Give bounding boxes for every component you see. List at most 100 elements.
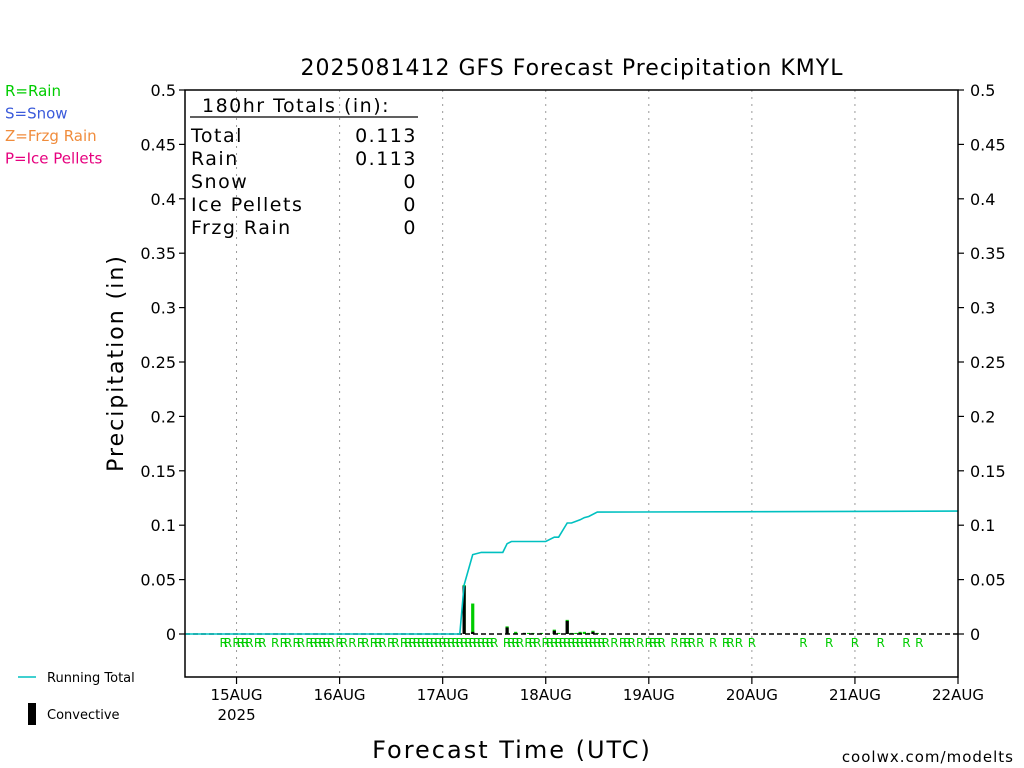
precip-type-marker: R <box>378 636 386 650</box>
precip-type-marker: R <box>516 636 524 650</box>
y-tick-label-right: 0.45 <box>970 135 1006 154</box>
precip-type-marker: R <box>318 636 326 650</box>
precip-bar <box>565 620 569 634</box>
grid-lines <box>236 90 856 677</box>
x-tick-label: 20AUG <box>726 686 778 704</box>
precip-type-marker: R <box>799 636 807 650</box>
precip-type-marker: R <box>370 636 378 650</box>
precip-bar <box>471 631 475 634</box>
precip-type-marker: R <box>361 636 369 650</box>
precip-type-marker: R <box>481 636 489 650</box>
precip-type-marker: R <box>576 636 584 650</box>
precip-type-marker: R <box>709 636 717 650</box>
precip-type-marker: R <box>572 636 580 650</box>
precip-type-marker: R <box>314 636 322 650</box>
precip-type-marker: R <box>619 636 627 650</box>
y-tick-label-left: 0.3 <box>151 299 176 318</box>
precip-type-marker: R <box>542 636 550 650</box>
precip-type-marker: R <box>623 636 631 650</box>
precip-type-marker: R <box>421 636 429 650</box>
precip-bar <box>582 631 586 634</box>
y-tick-label-left: 0 <box>166 625 176 644</box>
precip-type-marker: R <box>297 636 305 650</box>
totals-box: 180hr Totals (in): Total 0.113 Rain 0.113 Sn… <box>190 95 418 239</box>
y-tick-label-left: 0.05 <box>140 571 176 590</box>
precip-type-marker: R <box>460 636 468 650</box>
precip-type-marker: R <box>696 636 704 650</box>
precip-type-marker: R <box>636 636 644 650</box>
y-tick-label-right: 0.25 <box>970 353 1006 372</box>
precip-type-marker: R <box>559 636 567 650</box>
precip-type-marker: R <box>469 636 477 650</box>
precip-type-marker: R <box>653 636 661 650</box>
precip-type-marker: R <box>241 636 249 650</box>
precip-type-marker: R <box>271 636 279 650</box>
precip-type-marker: R <box>417 636 425 650</box>
y-tick-label-right: 0.35 <box>970 244 1006 263</box>
precip-type-marker: R <box>280 636 288 650</box>
precip-type-marker: R <box>340 636 348 650</box>
precip-type-marker: R <box>348 636 356 650</box>
precip-type-marker: R <box>593 636 601 650</box>
totals-heading: 180hr Totals (in): <box>202 95 390 117</box>
precip-type-marker: R <box>447 636 455 650</box>
y-tick-label-left: 0.15 <box>140 462 176 481</box>
x-tick-label: 22AUG <box>932 686 984 704</box>
totals-label: Frzg Rain <box>191 217 292 239</box>
x-tick-sublabel: 2025 <box>217 706 255 724</box>
precip-type-marker: R <box>245 636 253 650</box>
y-tick-label-left: 0.25 <box>140 353 176 372</box>
precip-type-marker: R <box>451 636 459 650</box>
precip-type-marker: R <box>546 636 554 650</box>
precip-type-marker: R <box>327 636 335 650</box>
x-axis: 15AUG 2025 16AUG 17AUG 18AUG 19AUG 20AUG 21AUG 2… <box>211 677 984 724</box>
precip-type-marker: R <box>443 636 451 650</box>
y-tick-label-right: 0.15 <box>970 462 1006 481</box>
precip-type-marker: R <box>232 636 240 650</box>
totals-value: 0.113 <box>355 125 417 147</box>
precip-type-marker: R <box>722 636 730 650</box>
y-tick-label-left: 0.1 <box>151 516 176 535</box>
totals-label: Ice Pellets <box>191 194 303 216</box>
totals-value: 0.113 <box>355 148 417 170</box>
type-legend-entry: Z=Frzg Rain <box>5 127 97 145</box>
chart-title: 2025081412 GFS Forecast Precipitation KM… <box>301 56 844 81</box>
precip-bar <box>505 627 509 634</box>
precip-type-marker: R <box>219 636 227 650</box>
y-tick-label-right: 0.2 <box>970 407 995 426</box>
precip-type-marker: R <box>679 636 687 650</box>
precip-type-marker: R <box>464 636 472 650</box>
precip-bar <box>514 631 518 634</box>
x-tick-label: 17AUG <box>417 686 469 704</box>
precip-type-marker: R <box>490 636 498 650</box>
precip-type-marker: R <box>670 636 678 650</box>
precip-type-marker: R <box>748 636 756 650</box>
type-legend-entry: S=Snow <box>5 105 68 123</box>
precip-type-marker: R <box>688 636 696 650</box>
totals-rows: Total 0.113 Rain 0.113 Snow 0 Ice Pellets 0 Frzg… <box>190 125 417 239</box>
x-tick-label: 18AUG <box>520 686 572 704</box>
y-tick-label-right: 0.4 <box>970 190 995 209</box>
precip-bar <box>462 586 466 634</box>
precip-type-marker: R <box>580 636 588 650</box>
precip-type-marker: R <box>292 636 300 650</box>
precip-type-marker: R <box>258 636 266 650</box>
precip-type-marker: R <box>902 636 910 650</box>
precip-type-marker: R <box>658 636 666 650</box>
precip-type-marker: R <box>597 636 605 650</box>
x-tick-label: 21AUG <box>829 686 881 704</box>
y-axis-left: 0 0.05 0.1 0.15 0.2 0.25 0.3 0.35 0.4 0.45 0.5 <box>140 81 185 644</box>
y-tick-label-left: 0.4 <box>151 190 176 209</box>
precip-type-marker: R <box>477 636 485 650</box>
y-tick-label-right: 0.1 <box>970 516 995 535</box>
precip-type-marker: R <box>335 636 343 650</box>
y-tick-label-left: 0.35 <box>140 244 176 263</box>
totals-value: 0 <box>403 171 417 193</box>
totals-value: 0 <box>403 194 417 216</box>
precip-type-marker: R <box>254 636 262 650</box>
running-total-line <box>185 510 959 635</box>
precip-type-marker: R <box>550 636 558 650</box>
precip-bar <box>552 630 556 634</box>
y-tick-label-right: 0.05 <box>970 571 1006 590</box>
precip-bar <box>591 631 595 634</box>
